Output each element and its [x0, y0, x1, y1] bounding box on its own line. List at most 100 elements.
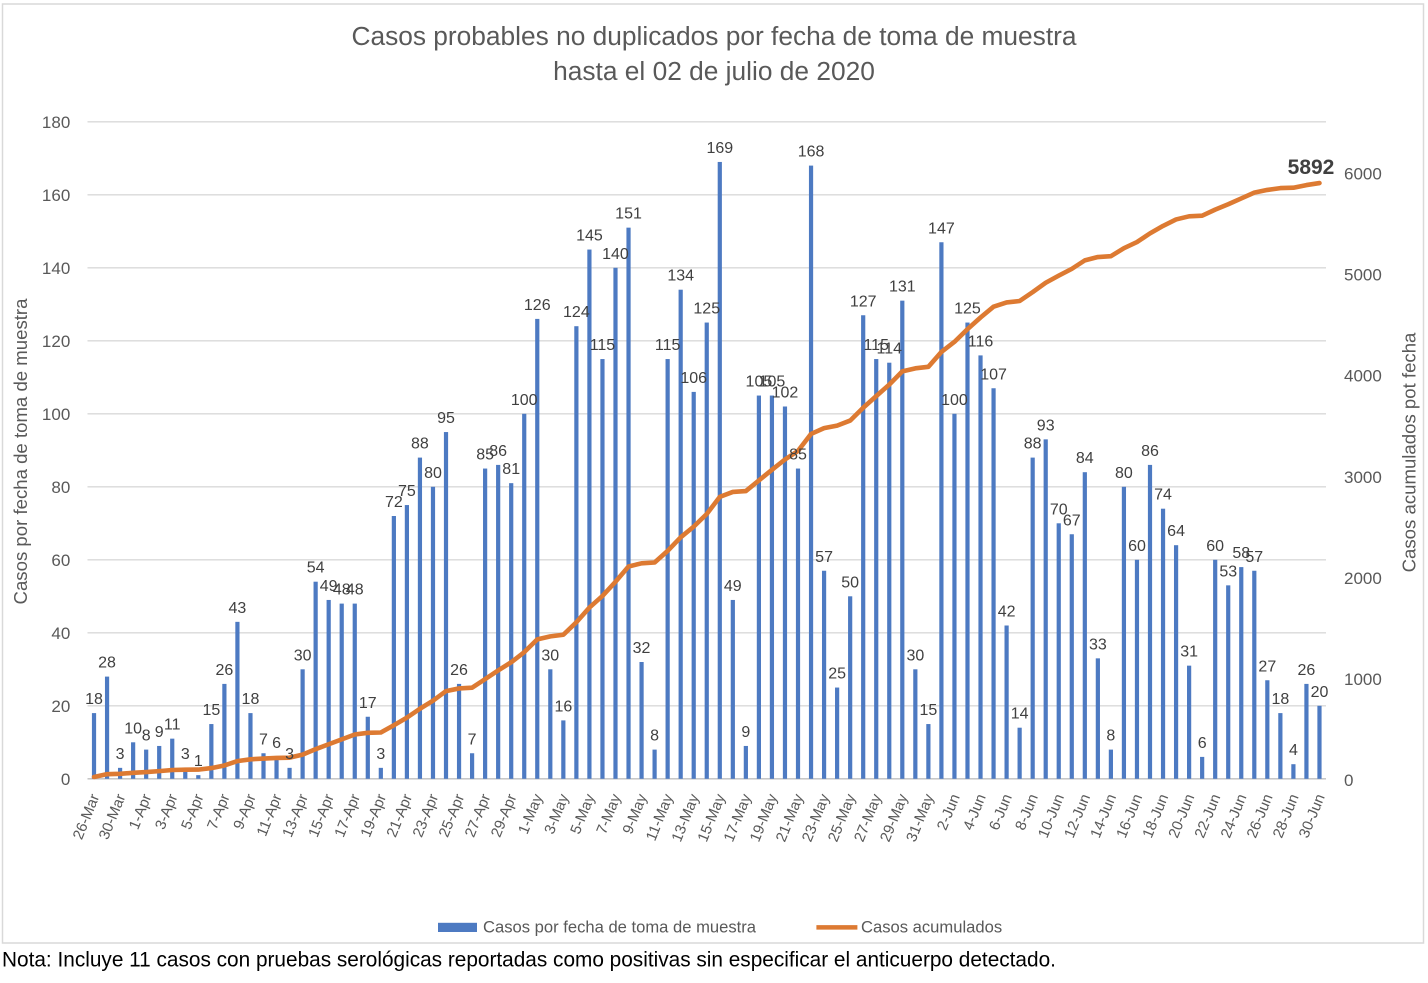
svg-text:80: 80 [424, 465, 442, 482]
svg-text:3: 3 [116, 746, 125, 763]
svg-text:42: 42 [998, 604, 1016, 621]
svg-text:5892: 5892 [1288, 156, 1335, 179]
svg-text:7: 7 [259, 731, 268, 748]
svg-text:27: 27 [1258, 658, 1276, 675]
svg-text:100: 100 [511, 392, 538, 409]
svg-text:75: 75 [398, 483, 416, 500]
svg-text:26: 26 [215, 662, 233, 679]
svg-text:140: 140 [42, 259, 70, 278]
svg-text:32: 32 [633, 640, 651, 657]
svg-text:25: 25 [828, 666, 846, 683]
svg-text:60: 60 [1128, 538, 1146, 555]
svg-text:105: 105 [746, 374, 773, 391]
svg-text:6: 6 [1198, 735, 1207, 752]
svg-text:88: 88 [1024, 436, 1042, 453]
svg-text:48: 48 [333, 582, 351, 599]
svg-text:15: 15 [202, 702, 220, 719]
svg-text:30: 30 [906, 647, 924, 664]
svg-text:10: 10 [124, 720, 142, 737]
svg-text:49: 49 [724, 578, 742, 595]
svg-text:81: 81 [502, 461, 520, 478]
svg-text:Casos probables no duplicados: Casos probables no duplicados por fecha … [351, 21, 1076, 51]
svg-text:31: 31 [1180, 644, 1198, 661]
svg-text:145: 145 [576, 228, 603, 245]
svg-text:80: 80 [51, 478, 70, 497]
svg-text:180: 180 [42, 113, 70, 132]
svg-text:57: 57 [815, 549, 833, 566]
svg-text:Casos acumulados: Casos acumulados [861, 918, 1002, 937]
svg-text:114: 114 [877, 341, 903, 358]
svg-text:3: 3 [285, 746, 294, 763]
svg-text:125: 125 [954, 301, 981, 318]
svg-text:26: 26 [450, 662, 468, 679]
svg-text:80: 80 [1115, 465, 1133, 482]
svg-text:8: 8 [650, 728, 659, 745]
svg-text:106: 106 [680, 370, 707, 387]
svg-text:11: 11 [164, 717, 181, 734]
svg-text:28: 28 [98, 655, 116, 672]
svg-text:70: 70 [1050, 501, 1068, 518]
svg-text:4000: 4000 [1344, 367, 1382, 386]
svg-text:8: 8 [142, 728, 151, 745]
svg-text:30: 30 [541, 647, 559, 664]
svg-text:100: 100 [941, 392, 968, 409]
svg-text:100: 100 [42, 405, 70, 424]
svg-text:14: 14 [1011, 706, 1029, 723]
svg-text:116: 116 [968, 333, 994, 350]
svg-text:126: 126 [524, 297, 551, 314]
svg-text:hasta el 02 de julio de 2020: hasta el 02 de julio de 2020 [553, 56, 875, 86]
svg-text:4: 4 [1289, 742, 1298, 759]
svg-text:43: 43 [229, 600, 247, 617]
svg-text:48: 48 [346, 582, 364, 599]
svg-text:0: 0 [61, 770, 70, 789]
svg-text:3: 3 [376, 746, 385, 763]
svg-text:125: 125 [693, 301, 720, 318]
svg-text:17: 17 [359, 695, 377, 712]
svg-text:131: 131 [889, 279, 916, 296]
svg-text:95: 95 [437, 410, 455, 427]
svg-text:60: 60 [51, 551, 70, 570]
svg-text:107: 107 [980, 366, 1007, 383]
svg-text:20: 20 [51, 697, 70, 716]
svg-text:169: 169 [706, 140, 733, 157]
svg-text:3: 3 [181, 746, 190, 763]
svg-text:147: 147 [928, 220, 955, 237]
svg-text:7: 7 [468, 731, 477, 748]
svg-text:85: 85 [476, 447, 494, 464]
svg-text:18: 18 [242, 691, 260, 708]
svg-text:53: 53 [1219, 563, 1237, 580]
svg-text:85: 85 [789, 447, 807, 464]
svg-text:140: 140 [602, 246, 629, 263]
svg-text:60: 60 [1206, 538, 1224, 555]
svg-text:54: 54 [307, 560, 325, 577]
svg-text:16: 16 [554, 698, 572, 715]
svg-text:Nota: Incluye 11 casos con pru: Nota: Incluye 11 casos con pruebas serol… [2, 949, 1056, 972]
svg-text:Casos acumulados pot fecha: Casos acumulados pot fecha [1399, 332, 1420, 572]
svg-text:88: 88 [411, 436, 429, 453]
svg-text:15: 15 [919, 702, 937, 719]
svg-text:30: 30 [294, 647, 312, 664]
svg-text:115: 115 [590, 337, 616, 354]
svg-text:93: 93 [1037, 417, 1055, 434]
svg-text:84: 84 [1076, 450, 1094, 467]
svg-text:151: 151 [615, 206, 642, 223]
svg-text:64: 64 [1167, 523, 1185, 540]
svg-text:5000: 5000 [1344, 266, 1382, 285]
svg-text:40: 40 [51, 624, 70, 643]
svg-text:134: 134 [667, 268, 694, 285]
svg-text:86: 86 [1141, 443, 1159, 460]
svg-text:115: 115 [863, 337, 889, 354]
svg-text:6: 6 [272, 735, 281, 752]
svg-text:127: 127 [850, 293, 877, 310]
svg-text:8: 8 [1106, 728, 1115, 745]
svg-text:0: 0 [1344, 771, 1353, 790]
svg-text:18: 18 [85, 691, 103, 708]
svg-text:3000: 3000 [1344, 468, 1382, 487]
svg-text:86: 86 [489, 443, 507, 460]
svg-text:160: 160 [42, 186, 70, 205]
svg-text:57: 57 [1245, 549, 1263, 566]
svg-text:1: 1 [194, 753, 203, 770]
svg-text:168: 168 [798, 144, 825, 161]
svg-text:2000: 2000 [1344, 569, 1382, 588]
svg-text:20: 20 [1311, 684, 1329, 701]
